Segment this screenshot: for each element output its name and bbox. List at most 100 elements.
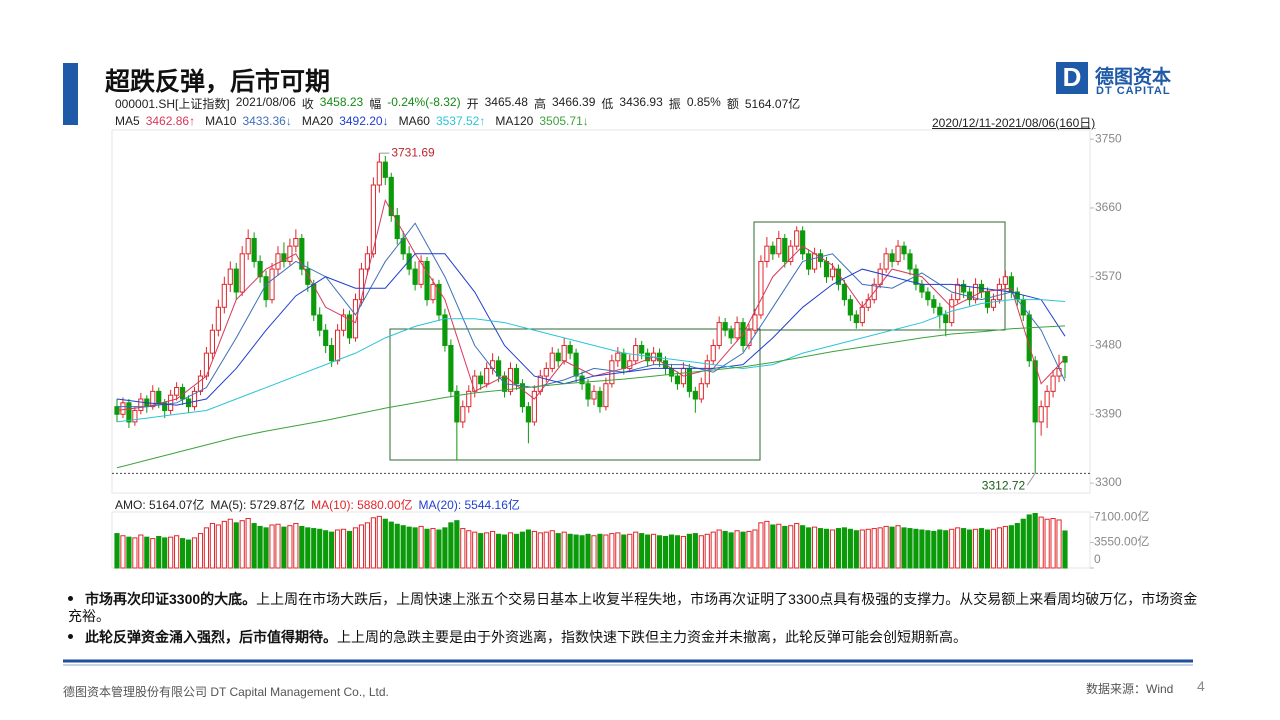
volume-bar: [120, 535, 126, 569]
quote-value: 5164.07亿: [744, 97, 801, 111]
candle-body: [197, 375, 204, 392]
candle-body: [895, 245, 901, 262]
candle-body: [758, 260, 764, 316]
volume-bar: [883, 525, 889, 569]
volume-bar: [758, 522, 764, 569]
candle-body: [710, 345, 716, 362]
volume-bar: [376, 515, 382, 569]
volume-bar: [794, 523, 800, 569]
candle-body: [138, 398, 144, 411]
bullet: 此轮反弹资金涌入强烈，后市值得期待。上上周的急跌主要是由于外资逃离，指数快速下跌…: [68, 629, 1208, 646]
volume-bar: [162, 537, 168, 569]
candle-body: [770, 245, 776, 255]
y-tick-label: 3300: [1095, 475, 1122, 489]
source: 数据来源：Wind: [1086, 682, 1174, 696]
volume-bar: [293, 523, 299, 569]
ma-line: [117, 222, 1066, 408]
volume-bar: [692, 533, 698, 569]
candle-body: [406, 253, 412, 270]
volume-bar: [776, 523, 782, 569]
volume-bar: [305, 527, 311, 569]
volume-bar: [138, 534, 144, 569]
ma-value: 3433.36↓: [242, 114, 292, 128]
volume-bar: [782, 525, 788, 569]
volume-bar: [919, 529, 925, 569]
candle-body: [811, 253, 818, 270]
candle-body: [275, 253, 281, 270]
volume-bar: [984, 529, 991, 569]
candle-body: [293, 238, 299, 247]
candle-body: [132, 409, 138, 423]
volume-bar: [388, 521, 394, 569]
volume-bar: [436, 529, 442, 569]
candle-body: [1062, 356, 1068, 363]
candle-body: [394, 215, 400, 240]
volume-bar: [507, 532, 514, 569]
volume-bar: [1014, 523, 1020, 569]
bullet-text: 上上周的急跌主要是由于外资逃离，指数快速下跌但主力资金并未撤离，此轮反弹可能会创…: [337, 629, 967, 645]
y-tick-label: 3750: [1095, 131, 1122, 145]
candle-body: [120, 402, 126, 415]
candle-body: [1002, 276, 1008, 285]
volume-bar: [382, 518, 388, 569]
volume-bar: [370, 517, 376, 569]
volume-bar: [1020, 518, 1026, 569]
volume-bar: [645, 534, 651, 569]
candle-body: [519, 383, 526, 408]
volume-bar: [209, 523, 215, 569]
volume-bar: [806, 527, 812, 569]
volume-bar: [454, 520, 460, 569]
volume-bar: [168, 536, 174, 569]
quote-label: 幅: [369, 97, 382, 111]
volume-bar: [585, 533, 591, 569]
ma-line: [116, 253, 1066, 406]
candle-body: [823, 260, 830, 278]
candle-body: [436, 283, 442, 316]
volume-bar: [1032, 513, 1038, 569]
candle-body: [299, 238, 305, 270]
candle-body: [889, 253, 895, 262]
candle-body: [531, 390, 537, 423]
candle-body: [1050, 375, 1056, 392]
logo-icon: [1056, 62, 1088, 94]
candle-body: [752, 314, 758, 331]
bullet: 市场再次印证3300的大底。上上周在市场大跌后，上周快速上涨五个交易日基本上收复…: [68, 591, 1208, 625]
y-tick-label: 3390: [1095, 406, 1122, 420]
volume-bar: [1038, 516, 1044, 569]
volume-bar: [400, 525, 406, 569]
volume-bar: [680, 535, 687, 569]
volume-bar: [299, 525, 305, 569]
ma-line: [116, 198, 1066, 411]
candle-body: [442, 314, 448, 347]
volume-bar: [716, 529, 722, 569]
candle-body: [716, 322, 722, 347]
bullet-lead: 此轮反弹资金涌入强烈，后市值得期待。: [85, 629, 337, 645]
volume-bar: [364, 522, 371, 569]
candle-body: [794, 230, 800, 247]
candle-body: [370, 184, 376, 255]
volume-bar: [931, 530, 937, 569]
volume-bar: [1056, 519, 1062, 569]
candle-body: [907, 253, 913, 270]
candle-body: [245, 238, 251, 255]
candle-body: [591, 390, 597, 400]
candle-body: [597, 390, 603, 408]
plot-frame: [111, 129, 1091, 494]
volume-bar: [752, 529, 758, 569]
volume-bar: [722, 530, 728, 569]
volume-bar: [865, 528, 871, 569]
volume-bar: [823, 528, 830, 569]
volume-bar: [835, 528, 842, 569]
ma-name: MA10: [205, 114, 237, 128]
candle-body: [281, 253, 287, 262]
candle-body: [448, 345, 454, 392]
volume-bar: [656, 535, 663, 569]
volume-bar: [990, 528, 997, 569]
range-label: 2020/12/11-2021/08/06(160日): [932, 116, 1096, 130]
volume-bar: [144, 536, 150, 569]
volume-bar: [710, 531, 716, 569]
candle-body: [1044, 390, 1050, 408]
volume-bar: [340, 528, 347, 569]
quote-row: 000001.SH[上证指数] 2021/08/06 收 3458.23 幅 -0.2…: [115, 95, 800, 112]
volume-bar: [239, 520, 245, 569]
